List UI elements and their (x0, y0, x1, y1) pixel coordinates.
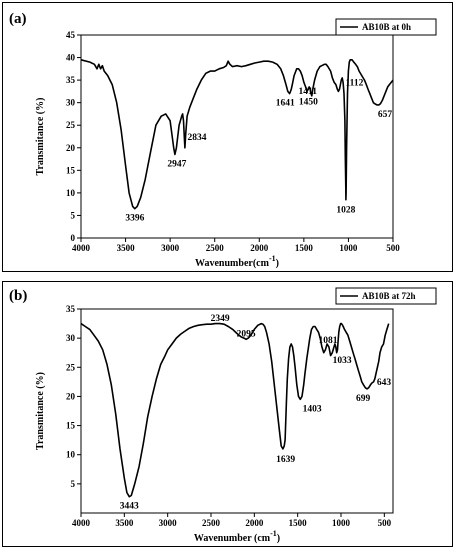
legend-label: AB10B at 0h (362, 22, 411, 32)
y-axis-label: Transmitance (%) (35, 98, 46, 176)
x-tick-label: 1500 (295, 243, 314, 253)
y-tick-label: 25 (66, 362, 76, 372)
peak-label: 1450 (299, 97, 318, 107)
peak-label: 1639 (276, 455, 295, 465)
x-axis-label: Wavenumber(cm-1) (195, 254, 279, 269)
plot-frame (80, 34, 394, 239)
x-axis-label: Wavenumber (cm-1) (194, 529, 280, 544)
peak-label: 657 (378, 110, 393, 120)
y-tick-label: 5 (71, 479, 76, 489)
peak-label: 1112 (345, 78, 363, 88)
spectrum-line (80, 58, 394, 210)
legend-box (335, 18, 437, 36)
x-tick-label: 1500 (289, 518, 308, 528)
y-tick-label: 5 (71, 210, 76, 220)
ftir-chart-72h: (b) 4000 3500 3000 2500 2000 1500 1000 500 5 10 15 2… (9, 287, 437, 544)
y-tick-label: 20 (66, 391, 76, 401)
y-tick-label: 35 (66, 75, 76, 85)
x-tick-label: 3500 (115, 518, 134, 528)
x-tick-label: 500 (386, 243, 400, 253)
peak-label: 2834 (187, 133, 206, 143)
plot-frame (80, 308, 394, 514)
y-tick-label: 45 (66, 30, 76, 40)
y-tick-label: 10 (66, 188, 76, 198)
x-tick-label: 500 (378, 518, 392, 528)
y-tick-label: 15 (66, 421, 76, 431)
y-tick-label: 30 (66, 333, 76, 343)
peak-label: 1641 (276, 99, 295, 109)
x-tick-label: 3000 (161, 243, 180, 253)
legend-box (335, 287, 437, 305)
peak-label: 3396 (125, 214, 144, 224)
x-tick-label: 4000 (72, 518, 91, 528)
peak-label: 2095 (237, 329, 256, 339)
legend-label: AB10B at 72h (362, 291, 416, 301)
y-tick-label: 15 (66, 165, 76, 175)
peak-label: 2349 (211, 314, 230, 324)
peak-label: 1028 (336, 206, 355, 216)
peak-label: 1403 (303, 404, 322, 414)
y-axis-label: Transmitance (%) (35, 372, 46, 450)
y-tick-label: 0 (71, 233, 76, 243)
y-tick-label: 10 (66, 450, 76, 460)
peak-label: 1411 (299, 87, 318, 97)
panel-a: (a) 4000 3500 3000 2500 2000 1500 1000 500 0 5 10 15… (2, 2, 453, 272)
y-tick-label: 40 (66, 53, 76, 63)
x-tick-label: 2000 (245, 518, 264, 528)
peak-label: 699 (356, 394, 371, 404)
panel-b: (b) 4000 3500 3000 2500 2000 1500 1000 500 5 10 15 2… (2, 281, 453, 547)
peak-label: 643 (377, 378, 392, 388)
peak-label: 2947 (167, 160, 186, 170)
y-tick-label: 20 (66, 143, 76, 153)
x-tick-label: 2500 (206, 243, 225, 253)
x-tick-label: 4000 (72, 243, 91, 253)
ftir-chart-0h: (a) 4000 3500 3000 2500 2000 1500 1000 500 0 5 10 15… (9, 11, 437, 269)
x-tick-label: 2500 (202, 518, 221, 528)
y-tick-label: 25 (66, 120, 76, 130)
x-tick-label: 2000 (250, 243, 269, 253)
x-tick-label: 3000 (159, 518, 178, 528)
peak-label: 3443 (120, 502, 139, 512)
peak-label: 1081 (318, 336, 337, 346)
panel-label: (b) (9, 288, 27, 304)
spectrum-line (80, 322, 390, 498)
panel-label: (a) (9, 11, 27, 27)
y-tick-label: 30 (66, 98, 76, 108)
y-tick-label: 35 (66, 304, 76, 314)
peak-label: 1033 (333, 356, 352, 366)
x-tick-label: 3500 (117, 243, 136, 253)
x-tick-label: 1000 (332, 518, 351, 528)
x-tick-label: 1000 (339, 243, 358, 253)
